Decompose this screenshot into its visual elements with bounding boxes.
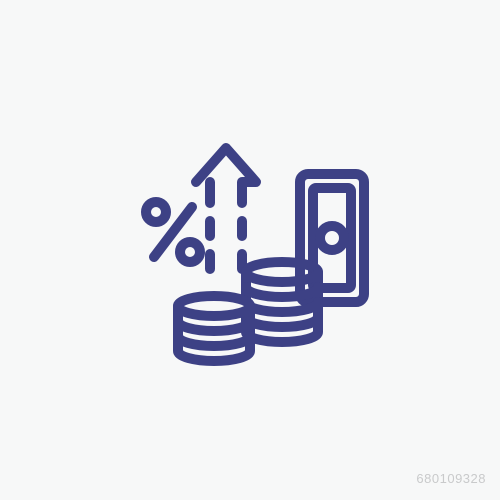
- watermark-text: 680109328: [416, 471, 486, 486]
- percent-icon: [146, 202, 200, 262]
- icon-svg: [110, 110, 390, 390]
- up-arrow-icon: [196, 148, 256, 269]
- inflation-money-growth-icon: [110, 110, 390, 390]
- coin-stack-front-icon: [178, 296, 250, 361]
